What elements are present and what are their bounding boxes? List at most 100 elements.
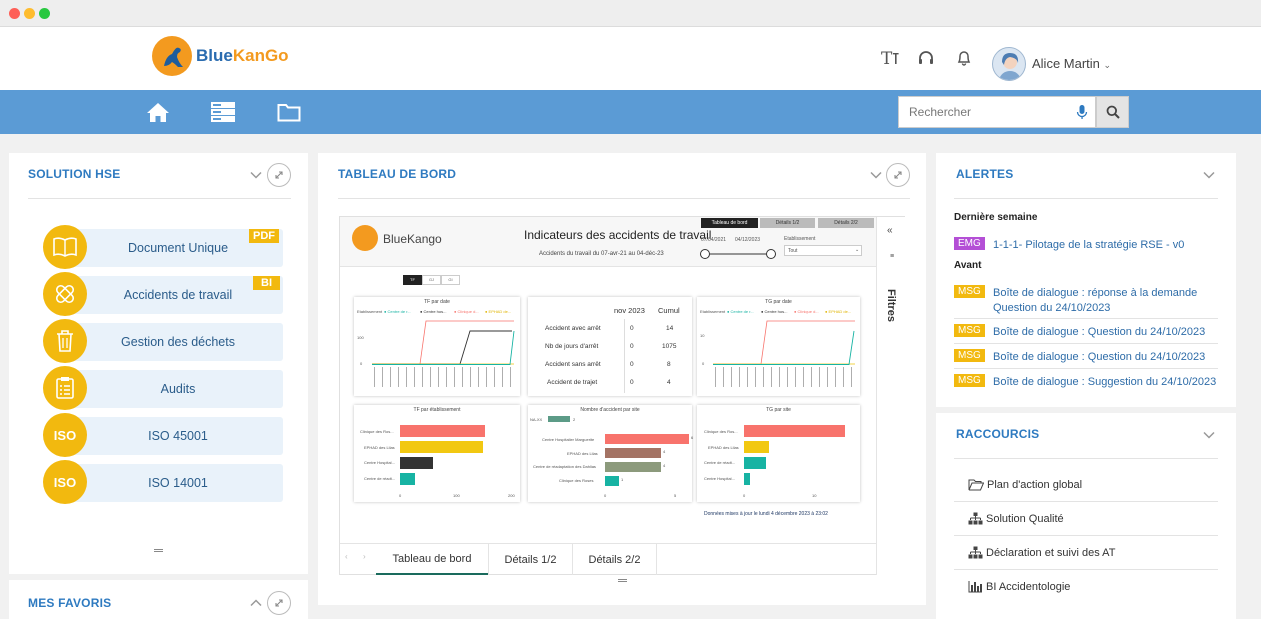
minimize-window-button[interactable] <box>24 8 35 19</box>
kpi-card[interactable]: nov 2023 Cumul Accident avec arrêt 0 14 … <box>528 297 692 396</box>
divider <box>954 318 1218 319</box>
bar-label: EPHAD des Lilas <box>708 445 739 450</box>
panel-title: SOLUTION HSE <box>28 167 121 181</box>
alert-item[interactable]: EMG 1-1-1- Pilotage de la stratégie RSE … <box>954 237 1184 251</box>
x-tick: 5 <box>674 493 677 498</box>
kpi-value: 0 <box>630 325 634 332</box>
bar-2 <box>605 448 661 458</box>
bar-1 <box>605 434 689 444</box>
legend-item: ● Centre de r... <box>727 309 754 314</box>
server-icon[interactable] <box>210 100 236 124</box>
toggle-gj[interactable]: GJ <box>422 275 441 285</box>
expand-button[interactable] <box>267 163 291 187</box>
x-tick: 200 <box>508 493 515 498</box>
legend-item: ● Clinique d... <box>794 309 819 314</box>
tg-par-date-card[interactable]: TG par date Etablissement ● Centre de r.… <box>697 297 860 396</box>
hse-item-label: ISO 14001 <box>148 476 208 490</box>
hse-item-bar <box>65 323 283 361</box>
nb-accident-par-site-card[interactable]: Nombre d'accident par site NA-XX 2 Centr… <box>528 405 693 502</box>
avatar[interactable] <box>992 47 1026 81</box>
text-size-icon[interactable]: T <box>878 45 904 71</box>
bottom-tab-tableau[interactable]: Tableau de bord <box>376 544 488 575</box>
shortcut-declaration-at[interactable]: Déclaration et suivi des AT <box>968 546 1115 559</box>
shortcut-bi-accidentologie[interactable]: BI Accidentologie <box>968 580 1070 593</box>
bar-label: EPHAD des Lilas <box>364 445 395 450</box>
next-page-icon[interactable]: › <box>363 552 366 561</box>
headset-icon[interactable] <box>913 45 939 71</box>
microphone-icon[interactable] <box>1074 104 1090 120</box>
chevron-down-icon[interactable] <box>869 168 883 182</box>
divider <box>338 198 910 199</box>
chevron-down-icon[interactable] <box>1202 168 1216 182</box>
hse-item-bar <box>65 370 283 408</box>
toggle-gi[interactable]: GI <box>441 275 460 285</box>
kpi-col-header: nov 2023 <box>614 306 645 315</box>
bottom-tab-details2[interactable]: Détails 2/2 <box>572 544 657 575</box>
user-menu[interactable]: Alice Martin ⌄ <box>1032 56 1111 71</box>
chevron-down-icon[interactable] <box>1202 428 1216 442</box>
toggle-tf[interactable]: TF <box>403 275 422 285</box>
card-title: TF par date <box>424 299 450 305</box>
hse-item-document-unique[interactable]: Document Unique PDF <box>43 225 283 269</box>
y-tick: 0 <box>702 361 705 366</box>
alertes-panel: ALERTES <box>936 153 1236 407</box>
alert-item[interactable]: MSG Boîte de dialogue : Question du 24/1… <box>954 324 1205 338</box>
report-tab-tableau[interactable]: Tableau de bord <box>701 218 758 228</box>
kpi-value: 4 <box>667 379 671 386</box>
hse-item-accidents[interactable]: Accidents de travail BI <box>43 272 283 316</box>
tf-par-date-card[interactable]: TF par date Etablissement ● Centre de r.… <box>354 297 520 396</box>
home-icon[interactable] <box>145 100 171 124</box>
report-tab-details2[interactable]: Détails 2/2 <box>818 218 874 228</box>
search-button[interactable] <box>1096 96 1129 128</box>
resize-handle[interactable] <box>618 579 627 582</box>
bell-icon[interactable] <box>951 45 977 71</box>
bar-1 <box>744 425 845 437</box>
metric-toggle[interactable]: TF GJ GI <box>403 275 460 285</box>
alert-item[interactable]: MSG Boîte de dialogue : Question du 24/1… <box>954 349 1205 363</box>
bar-label: Clinique des Ros... <box>704 429 738 434</box>
expand-button[interactable] <box>886 163 910 187</box>
bar-3 <box>400 457 433 469</box>
kangaroo-icon <box>152 36 192 76</box>
shortcut-solution-qualite[interactable]: Solution Qualité <box>968 512 1064 525</box>
chevron-up-icon[interactable] <box>249 596 263 610</box>
bar-label: Centre Hospital... <box>364 460 395 465</box>
hse-item-audits[interactable]: Audits <box>43 366 283 410</box>
hse-item-gestion-dechets[interactable]: Gestion des déchets <box>43 319 283 363</box>
divider <box>28 198 291 199</box>
etablissement-select[interactable]: Tout ⌄ <box>784 245 862 256</box>
filters-pane[interactable]: « ≡ Filtres <box>876 217 905 575</box>
bi-report-frame[interactable]: BlueKango Indicateurs des accidents de t… <box>339 216 905 575</box>
legend-item: ● EPHAD de... <box>825 309 852 314</box>
expand-button[interactable] <box>267 591 291 615</box>
kpi-row-label: Nb de jours d'arrêt <box>545 343 599 350</box>
folder-icon[interactable] <box>276 100 302 124</box>
close-window-button[interactable] <box>9 8 20 19</box>
bi-badge: BI <box>253 276 280 290</box>
data-label: 1 <box>621 477 624 482</box>
maximize-window-button[interactable] <box>39 8 50 19</box>
tg-par-site-card[interactable]: TG par site Clinique des Ros... EPHAD de… <box>697 405 860 502</box>
hse-item-iso-14001[interactable]: ISO ISO 14001 <box>43 460 283 504</box>
alert-item[interactable]: MSG Boîte de dialogue : Suggestion du 24… <box>954 374 1216 388</box>
raccourcis-panel: RACCOURCIS <box>936 413 1236 619</box>
collapse-left-icon[interactable]: « <box>887 225 893 236</box>
report-tab-details1[interactable]: Détails 1/2 <box>760 218 815 228</box>
bottom-tab-details1[interactable]: Détails 1/2 <box>488 544 572 575</box>
search-input[interactable] <box>898 96 1096 128</box>
data-label: 2 <box>573 417 576 422</box>
prev-page-icon[interactable]: ‹ <box>345 552 348 561</box>
bluekango-logo[interactable]: BlueKanGo <box>152 36 289 76</box>
x-ticks <box>715 367 852 387</box>
date-slider[interactable] <box>700 248 778 260</box>
tf-par-etablissement-card[interactable]: TF par établissement Clinique des Ros...… <box>354 405 520 502</box>
hse-item-bar <box>65 417 283 455</box>
bar-chart-icon <box>968 581 982 593</box>
chevron-down-icon[interactable] <box>249 168 263 182</box>
hse-item-iso-45001[interactable]: ISO ISO 45001 <box>43 413 283 457</box>
resize-handle[interactable] <box>154 549 163 552</box>
shortcut-plan-action[interactable]: Plan d'action global <box>968 478 1082 491</box>
divider <box>954 569 1218 570</box>
alert-item[interactable]: MSG Boîte de dialogue : réponse à la dem… <box>954 285 1197 314</box>
book-icon <box>43 225 87 269</box>
